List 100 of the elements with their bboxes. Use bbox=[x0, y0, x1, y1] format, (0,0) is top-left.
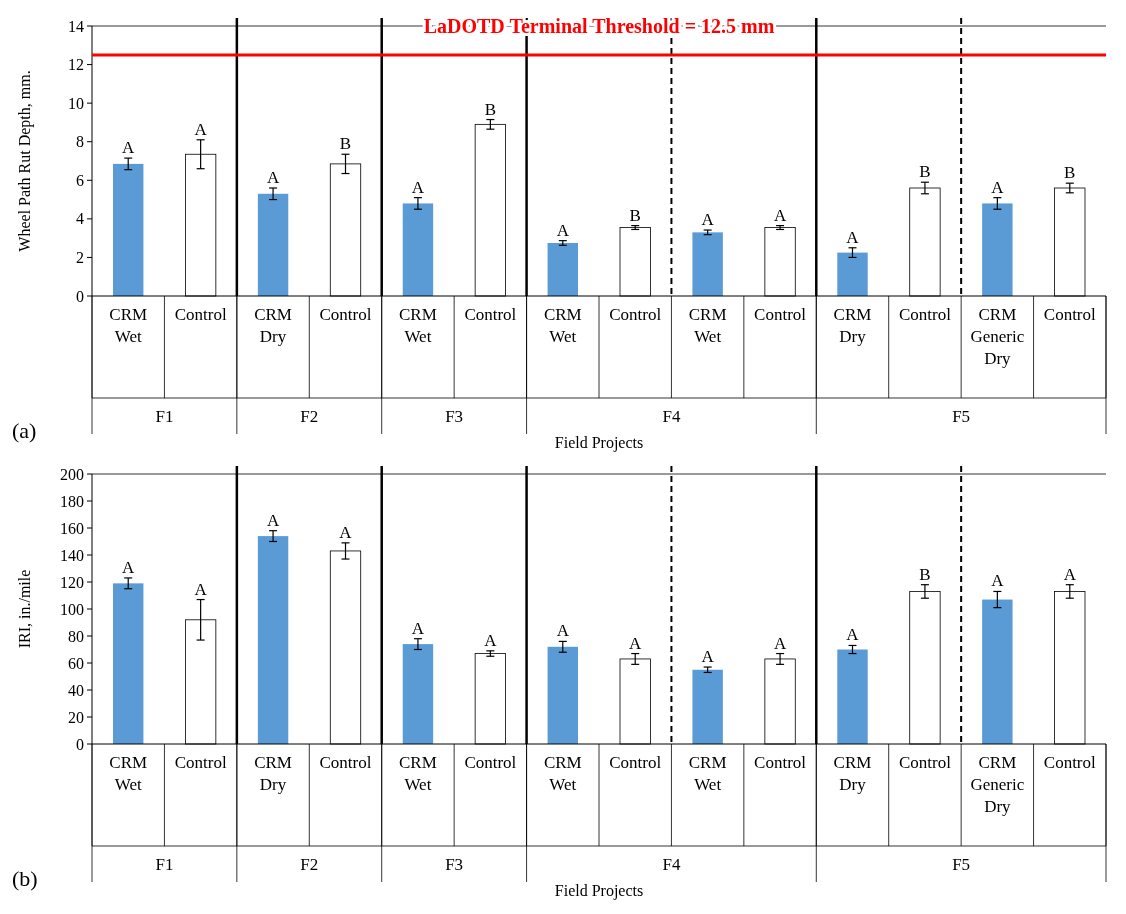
bar bbox=[692, 669, 723, 744]
bar bbox=[113, 583, 144, 744]
x-axis-title: Field Projects bbox=[554, 434, 644, 452]
x-tick-label: Control bbox=[898, 305, 952, 324]
x-tick-label: Control bbox=[898, 753, 952, 772]
x-axis-title: Field Projects bbox=[554, 882, 644, 900]
data-label: A bbox=[122, 138, 136, 158]
data-label: B bbox=[919, 564, 931, 584]
bar bbox=[402, 203, 434, 296]
data-label: A bbox=[846, 625, 860, 645]
data-label: B bbox=[629, 205, 641, 225]
data-label: B bbox=[339, 134, 352, 154]
data-label: A bbox=[411, 177, 425, 197]
x-tick-label: Control bbox=[319, 305, 372, 324]
x-tick-label: CRM Generic Dry bbox=[970, 305, 1025, 368]
data-label: B bbox=[1064, 163, 1076, 183]
data-label: A bbox=[122, 557, 136, 577]
bar bbox=[113, 163, 144, 296]
data-label: B bbox=[484, 99, 497, 119]
data-label: A bbox=[1063, 564, 1077, 584]
data-label: A bbox=[266, 168, 280, 187]
text: F5 bbox=[952, 407, 971, 426]
y-tick-label: 4 bbox=[76, 210, 84, 228]
x-tick-label: Control bbox=[174, 305, 227, 324]
y-axis-title: IRI, in./mile bbox=[16, 569, 33, 649]
data-label: A bbox=[339, 522, 353, 542]
x-tick-label: Control bbox=[609, 305, 662, 324]
x-tick-label: CRM Wet bbox=[543, 753, 582, 794]
y-tick-label: 140 bbox=[60, 546, 84, 564]
y-tick-label: 0 bbox=[76, 735, 84, 753]
data-label: A bbox=[556, 220, 570, 240]
y-tick-label: 6 bbox=[76, 171, 84, 189]
bar bbox=[692, 232, 723, 296]
x-tick-label: CRM Wet bbox=[109, 753, 148, 794]
data-label: A bbox=[846, 227, 860, 247]
y-tick-label: 20 bbox=[68, 708, 84, 726]
x-tick-label: CRM Dry bbox=[254, 305, 292, 346]
x-tick-label: CRM Dry bbox=[833, 753, 872, 794]
y-axis-title: Wheel Path Rut Depth, mm. bbox=[16, 70, 34, 252]
x-tick-label: Control bbox=[754, 753, 807, 772]
y-tick-label: 14 bbox=[68, 17, 84, 35]
y-tick-label: 160 bbox=[60, 519, 84, 537]
text: F1 bbox=[155, 407, 174, 426]
y-tick-label: 120 bbox=[60, 573, 84, 591]
x-tick-label: CRM Wet bbox=[399, 753, 437, 794]
text: F1 bbox=[155, 855, 174, 874]
x-tick-label: Control bbox=[464, 753, 517, 772]
x-tick-label: Control bbox=[609, 753, 662, 772]
y-tick-label: 100 bbox=[60, 600, 84, 618]
data-label: A bbox=[556, 621, 570, 641]
text: F5 bbox=[952, 855, 971, 874]
y-tick-label: 8 bbox=[76, 133, 84, 151]
data-label: A bbox=[411, 618, 425, 638]
data-label: A bbox=[773, 633, 787, 653]
data-label: A bbox=[991, 177, 1005, 197]
x-tick-label: CRM Wet bbox=[109, 305, 148, 346]
text: F3 bbox=[445, 407, 464, 426]
data-label: B bbox=[919, 162, 931, 182]
text: F4 bbox=[662, 407, 681, 426]
y-tick-label: 12 bbox=[68, 56, 84, 74]
bar bbox=[982, 599, 1013, 744]
x-tick-label: CRM Generic Dry bbox=[970, 753, 1025, 816]
x-tick-label: CRM Wet bbox=[399, 305, 437, 346]
bar bbox=[257, 193, 289, 296]
data-label: A bbox=[629, 633, 643, 653]
y-tick-label: 0 bbox=[76, 287, 84, 305]
y-tick-label: 80 bbox=[68, 627, 84, 645]
bar bbox=[257, 536, 289, 744]
text: F2 bbox=[300, 407, 319, 426]
data-label: A bbox=[701, 647, 715, 667]
data-label: A bbox=[773, 205, 787, 225]
text: (b) bbox=[12, 866, 38, 891]
y-tick-label: 40 bbox=[68, 681, 84, 699]
text: (a) bbox=[12, 418, 37, 443]
bar bbox=[982, 203, 1013, 296]
x-tick-label: Control bbox=[464, 305, 517, 324]
y-tick-label: 2 bbox=[76, 249, 84, 267]
bar bbox=[547, 242, 578, 296]
x-tick-label: CRM Wet bbox=[688, 753, 727, 794]
text: F4 bbox=[662, 855, 681, 874]
y-tick-label: 200 bbox=[60, 465, 84, 483]
x-tick-label: CRM Wet bbox=[688, 305, 727, 346]
y-tick-label: 180 bbox=[60, 492, 84, 510]
x-tick-label: Control bbox=[319, 753, 372, 772]
data-label: A bbox=[701, 210, 715, 230]
bar bbox=[402, 644, 434, 744]
y-tick-label: 10 bbox=[68, 94, 84, 112]
x-tick-label: Control bbox=[1043, 305, 1097, 324]
data-label: A bbox=[991, 571, 1005, 591]
bar bbox=[837, 649, 868, 744]
data-label: A bbox=[266, 510, 280, 530]
bar bbox=[547, 646, 578, 744]
bar bbox=[837, 252, 868, 296]
x-tick-label: Control bbox=[174, 753, 227, 772]
y-tick-label: 60 bbox=[68, 654, 84, 672]
x-tick-label: Control bbox=[1043, 753, 1097, 772]
data-label: A bbox=[194, 579, 208, 599]
data-label: A bbox=[484, 630, 498, 650]
x-tick-label: CRM Wet bbox=[543, 305, 582, 346]
x-tick-label: Control bbox=[754, 305, 807, 324]
